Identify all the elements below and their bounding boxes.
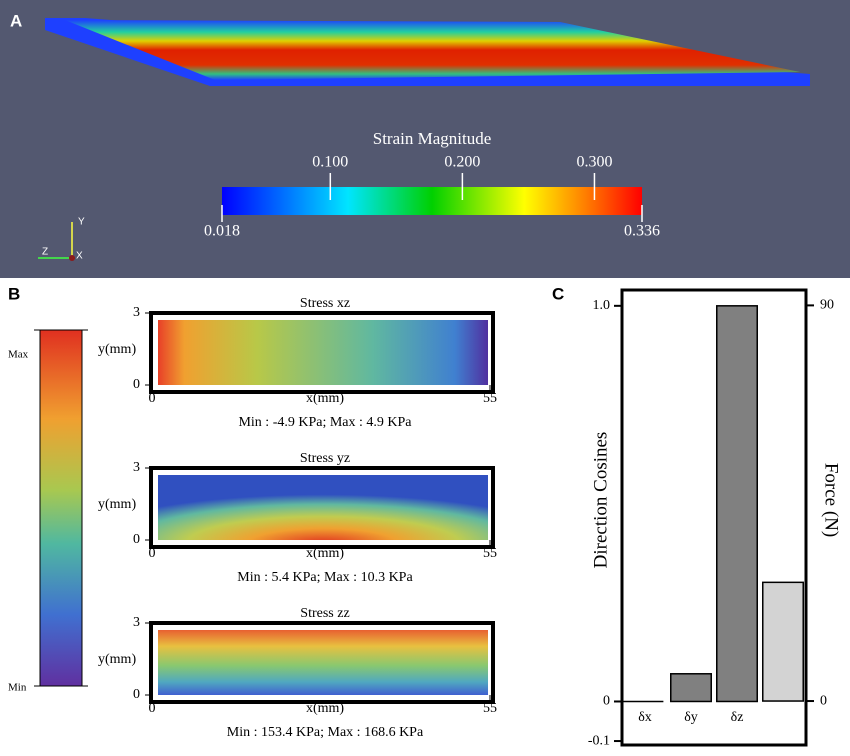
heatmap — [158, 475, 488, 540]
y2-axis-label: Force (N) — [821, 463, 842, 537]
x-tick-label: 55 — [483, 546, 497, 561]
x-tick-label: 0 — [149, 391, 156, 406]
y-tick-label: 0 — [133, 532, 140, 547]
plot-frame — [149, 311, 495, 394]
panel-label: A — [10, 11, 22, 30]
axis-label: X — [76, 251, 83, 262]
panel-label: B — [8, 284, 20, 303]
slab — [65, 20, 800, 80]
plot-title: Stress zz — [300, 606, 349, 621]
y2-tick-label: 90 — [820, 298, 834, 313]
colorbar-tick-label: 0.200 — [444, 154, 480, 171]
heatmap — [158, 320, 488, 385]
x-tick-label: 55 — [483, 391, 497, 406]
colorbar — [222, 187, 642, 215]
y-axis-label: y(mm) — [98, 652, 136, 667]
panel-label: C — [552, 284, 564, 303]
bar — [762, 581, 804, 702]
caption: Min : 5.4 KPa; Max : 10.3 KPa — [237, 570, 413, 585]
y2-tick-label: 0 — [820, 693, 827, 708]
y-axis-label: y(mm) — [98, 342, 136, 357]
y-tick-label: -0.1 — [588, 733, 610, 748]
y-tick-label: 3 — [133, 305, 140, 320]
y-tick-label: 0 — [133, 687, 140, 702]
x-tick-label: δz — [731, 710, 744, 725]
plot-frame — [149, 621, 495, 704]
colorbar-tick-label: 0.018 — [204, 223, 240, 240]
x-axis-label: x(mm) — [306, 701, 344, 716]
x-tick-label: δy — [684, 710, 698, 725]
axis-label: Y — [78, 217, 85, 228]
x-tick-label: 0 — [149, 546, 156, 561]
heatmap — [158, 630, 488, 695]
plot-frame — [149, 466, 495, 549]
colorbar-title: Strain Magnitude — [373, 129, 492, 148]
x-axis-label: x(mm) — [306, 546, 344, 561]
bar — [670, 673, 712, 703]
colorbar-tick-label: 0.336 — [624, 223, 660, 240]
x-tick-label: 0 — [149, 701, 156, 716]
x-axis-label: x(mm) — [306, 391, 344, 406]
colorbar-label: Min — [8, 682, 27, 694]
plot-title: Stress xz — [300, 296, 350, 311]
y-axis-label: Direction Cosines — [590, 432, 611, 569]
bar — [716, 305, 758, 703]
colorbar-label: Max — [8, 349, 29, 361]
y-tick-label: 3 — [133, 615, 140, 630]
axis-label: Z — [42, 247, 48, 258]
caption: Min : -4.9 KPa; Max : 4.9 KPa — [238, 415, 412, 430]
colorbar-tick-label: 0.100 — [312, 154, 348, 171]
x-tick-label: 55 — [483, 701, 497, 716]
x-tick-label: δx — [638, 710, 652, 725]
y-tick-label: 3 — [133, 460, 140, 475]
caption: Min : 153.4 KPa; Max : 168.6 KPa — [227, 725, 424, 740]
y-tick-label: 0 — [133, 377, 140, 392]
axes-triad: Y Z X — [38, 217, 85, 262]
chart-frame — [620, 288, 808, 747]
plot-title: Stress yz — [300, 451, 350, 466]
y-axis-label: y(mm) — [98, 497, 136, 512]
stress-colorbar — [39, 329, 83, 687]
y-tick-label: 0 — [603, 694, 610, 709]
y-tick-label: 1.0 — [593, 298, 611, 313]
colorbar-tick-label: 0.300 — [576, 154, 612, 171]
